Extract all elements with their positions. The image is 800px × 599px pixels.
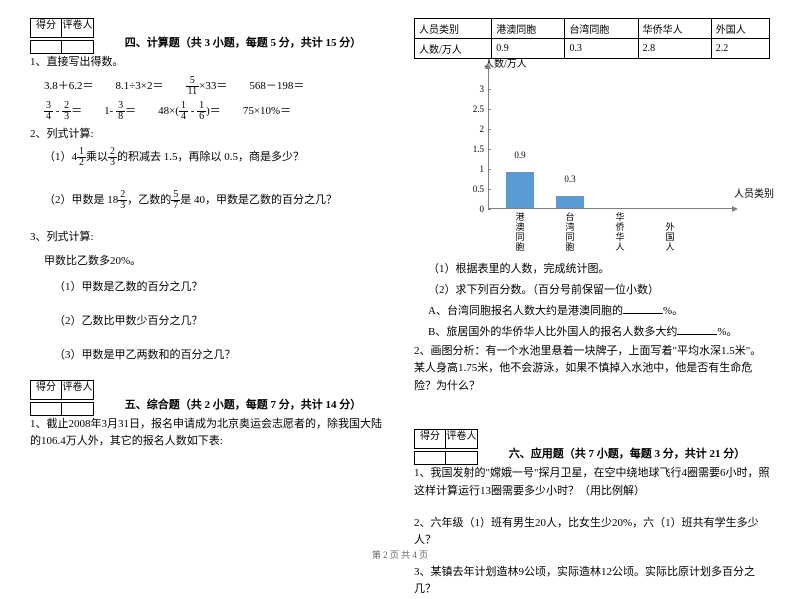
th: 外国人	[711, 19, 769, 39]
y-tick-label: 1.5	[464, 144, 484, 154]
x-axis-title: 人员类别	[734, 185, 774, 200]
eq: 48×(14 - 16)＝	[158, 101, 221, 122]
right-q2: 2、画图分析：有一个水池里悬着一块牌子，上面写着"平均水深1.5米"。某人身高1…	[414, 343, 770, 396]
eq: 1- 38＝	[104, 101, 136, 122]
q3-1: （1）甲数是乙数的百分之几？	[54, 278, 386, 294]
bar-value-label: 0.9	[506, 150, 534, 160]
sub-q2: （2）求下列百分数。（百分号前保留一位小数）	[428, 280, 770, 301]
y-tick-label: 0	[464, 204, 484, 214]
td: 人数/万人	[415, 39, 492, 59]
score-label: 得分	[30, 18, 62, 38]
bar	[506, 172, 534, 208]
right-column: 人员类别 港澳同胞 台湾同胞 华侨华人 外国人 人数/万人 0.9 0.3 2.…	[414, 18, 770, 528]
bar-chart: 人数/万人 人员类别 32.521.510.50 0.9港 澳 同 胞0.3台 …	[464, 67, 744, 227]
x-axis	[488, 208, 734, 209]
y-tick-label: 3	[464, 84, 484, 94]
q5-1: 1、截止2008年3月31日，报名申请成为北京奥运会志愿者的，除我国大陆的106…	[30, 416, 386, 451]
bar-value-label: 0.3	[556, 174, 584, 184]
grader-blank	[446, 451, 478, 465]
sub-q1: （1）根据表里的人数，完成统计图。	[428, 259, 770, 280]
score-box: 得分 评卷人	[30, 380, 94, 400]
x-tick-label: 华 侨 华 人	[614, 213, 626, 253]
eq: 568－198＝	[249, 77, 304, 96]
q6-3: 3、某镇去年计划造林9公顷，实际造林12公顷。实际比原计划多百分之几？	[414, 564, 770, 599]
score-blank	[30, 40, 62, 54]
q3-label: 3、列式计算:	[30, 229, 386, 247]
table-data-row: 人数/万人 0.9 0.3 2.8 2.2	[415, 39, 770, 59]
grader-blank	[62, 40, 94, 54]
q2-2: （2）甲数是 1823，乙数的57是 40，甲数是乙数的百分之几？	[44, 190, 386, 211]
section-5-title: 五、综合题（共 2 小题，每题 7 分，共计 14 分）	[100, 396, 386, 412]
left-column: 得分 评卷人 四、计算题（共 3 小题，每题 5 分，共计 15 分） 1、直接…	[30, 18, 386, 528]
th: 人员类别	[415, 19, 492, 39]
q3-3: （3）甲数是甲乙两数和的百分之几？	[54, 346, 386, 362]
eq: 8.1÷3×2＝	[116, 77, 164, 96]
data-table: 人员类别 港澳同胞 台湾同胞 华侨华人 外国人 人数/万人 0.9 0.3 2.…	[414, 18, 770, 59]
score-label: 得分	[414, 429, 446, 449]
td: 0.3	[565, 39, 638, 59]
sub-q2a: A、台湾同胞报名人数大约是港澳同胞的%。	[428, 301, 770, 322]
blank	[677, 325, 717, 335]
q6-2: 2、六年级（1）班有男生20人，比女生少20%，六（1）班共有学生多少人？	[414, 515, 770, 550]
q1-label: 1、直接写出得数。	[30, 54, 386, 72]
eq-row-2: 34 - 23＝ 1- 38＝ 48×(14 - 16)＝ 75×10%＝	[44, 101, 386, 122]
score-box: 得分 评卷人	[30, 18, 94, 38]
eq-row-1: 3.8＋6.2＝ 8.1÷3×2＝ 511×33＝ 568－198＝	[44, 76, 386, 97]
arrow-right-icon	[732, 206, 738, 212]
sub-q2b: B、旅居国外的华侨华人比外国人的报名人数多大约%。	[428, 322, 770, 343]
x-tick-label: 港 澳 同 胞	[514, 213, 526, 253]
table-header-row: 人员类别 港澳同胞 台湾同胞 华侨华人 外国人	[415, 19, 770, 39]
y-tick-label: 2.5	[464, 104, 484, 114]
y-tick-label: 0.5	[464, 184, 484, 194]
eq: 3.8＋6.2＝	[44, 77, 94, 96]
grader-label: 评卷人	[62, 18, 94, 38]
th: 台湾同胞	[565, 19, 638, 39]
y-tick-label: 2	[464, 124, 484, 134]
eq: 34 - 23＝	[44, 101, 82, 122]
grader-label: 评卷人	[62, 380, 94, 400]
th: 港澳同胞	[492, 19, 565, 39]
q6-1: 1、我国发射的"嫦娥一号"探月卫星，在空中绕地球飞行4圈需要6小时，照这样计算运…	[414, 465, 770, 500]
eq: 511×33＝	[186, 76, 228, 97]
x-tick-label: 台 湾 同 胞	[564, 213, 576, 253]
score-blank	[30, 402, 62, 416]
td: 2.8	[638, 39, 711, 59]
score-label: 得分	[30, 380, 62, 400]
eq: 75×10%＝	[243, 102, 291, 121]
blank	[623, 304, 663, 314]
th: 华侨华人	[638, 19, 711, 39]
q3-2: （2）乙数比甲数少百分之几？	[54, 312, 386, 328]
y-tick-label: 1	[464, 164, 484, 174]
bar	[556, 196, 584, 208]
q2-1: （1）412乘以23的积减去 1.5，再除以 0.5，商是多少？	[44, 147, 386, 168]
td: 2.2	[711, 39, 769, 59]
q2-label: 2、列式计算:	[30, 126, 386, 144]
section-6-title: 六、应用题（共 7 小题，每题 3 分，共计 21 分）	[484, 445, 770, 461]
score-blank	[414, 451, 446, 465]
x-tick-label: 外 国 人	[664, 223, 676, 253]
score-box: 得分 评卷人	[414, 429, 478, 449]
grader-blank	[62, 402, 94, 416]
page-footer: 第 2 页 共 4 页	[0, 548, 800, 561]
q3-text: 甲数比乙数多20%。	[44, 251, 386, 272]
grader-label: 评卷人	[446, 429, 478, 449]
section-4-title: 四、计算题（共 3 小题，每题 5 分，共计 15 分）	[100, 34, 386, 50]
